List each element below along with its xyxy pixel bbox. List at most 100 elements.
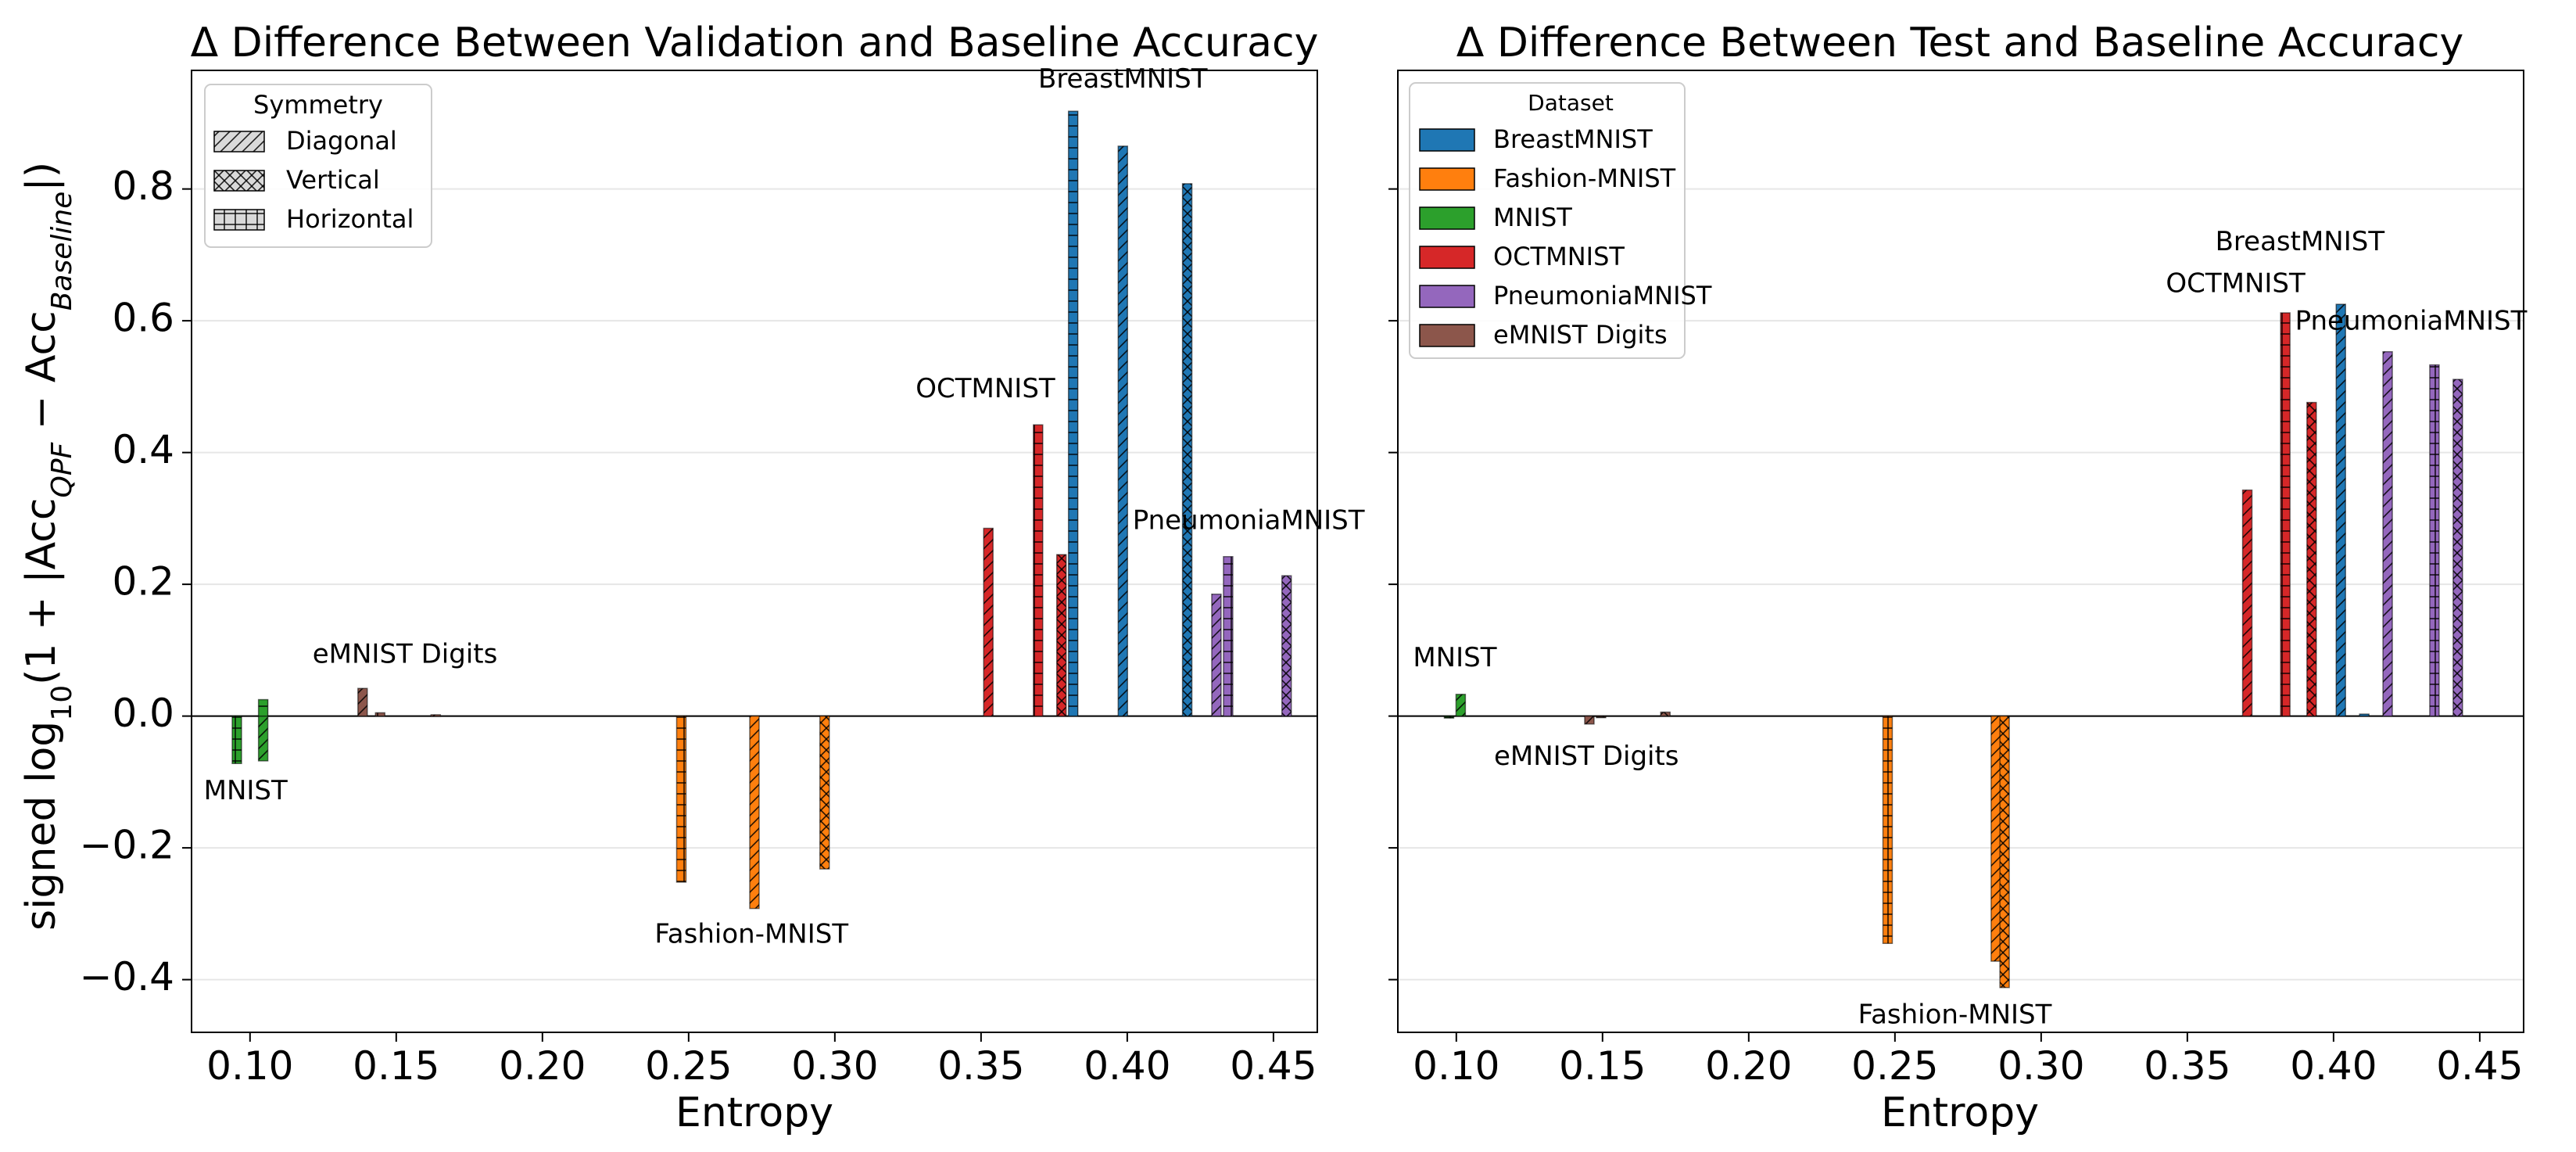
y-axis-label-base: signed log <box>18 721 65 931</box>
symmetry-legend-item-vertical: Vertical <box>213 165 380 195</box>
validation-y-tick-label: −0.2 <box>80 823 174 868</box>
symmetry-legend-item-diagonal: Diagonal <box>213 126 397 156</box>
test-bar-mnist <box>1443 715 1455 719</box>
validation-x-tick-label: 0.25 <box>645 1043 732 1089</box>
validation-x-tick-label: 0.15 <box>353 1043 439 1089</box>
test-bar-octmnist <box>2241 489 2253 717</box>
dataset-legend-item-pneumoniamnist: PneumoniaMNIST <box>1419 281 1712 310</box>
dataset-legend: Dataset BreastMNIST Fashion-MNIST MNIST OCT… <box>1409 82 1712 359</box>
validation-bar-pneumoniamnist <box>1223 555 1234 717</box>
validation-x-tick-label: 0.30 <box>791 1043 878 1089</box>
dataset-legend-item-mnist: MNIST <box>1419 203 1572 232</box>
validation-bar-emnist-digits <box>430 714 442 717</box>
dataset-legend-item-octmnist: OCTMNIST <box>1419 242 1625 271</box>
y-axis-label-rest: (1 + |Acc <box>18 498 65 685</box>
test-bar-octmnist <box>2306 401 2317 717</box>
test-annotation-pneumoniamnist: PneumoniaMNIST <box>2295 305 2528 336</box>
y-axis-label-sub-qpf: QPF <box>46 441 78 497</box>
test-annotation-breastmnist: BreastMNIST <box>2216 226 2385 257</box>
validation-bar-emnist-digits <box>357 687 368 717</box>
validation-bar-mnist <box>257 698 269 717</box>
validation-y-tick-label: 0.4 <box>112 427 174 472</box>
validation-chart-panel: Δ Difference Between Validation and Base… <box>80 20 1365 1136</box>
validation-annotation-pneumoniamnist: PneumoniaMNIST <box>1133 505 1365 537</box>
test-bar-fashion-mnist <box>1990 715 2001 962</box>
validation-bar-fashion-mnist <box>819 715 830 870</box>
dataset-legend-box <box>1409 82 1686 359</box>
validation-bar-pneumoniamnist <box>1211 594 1222 717</box>
test-x-tick-label: 0.10 <box>1413 1043 1499 1089</box>
dataset-legend-title: Dataset <box>1528 90 1614 116</box>
validation-annotation-emnist-digits: eMNIST Digits <box>313 639 498 670</box>
symmetry-legend-title: Symmetry <box>253 90 383 120</box>
test-x-tick-label: 0.35 <box>2144 1043 2230 1089</box>
test-x-axis-label: Entropy <box>1881 1089 2039 1136</box>
test-bar-breastmnist <box>2359 713 2370 717</box>
y-axis-label-end: |) <box>18 162 65 192</box>
validation-bar-octmnist <box>1033 424 1044 717</box>
test-x-tick-label: 0.20 <box>1705 1043 1792 1089</box>
validation-bar-breastmnist <box>1117 145 1129 717</box>
dataset-legend-label: PneumoniaMNIST <box>1493 281 1712 310</box>
test-bar-fashion-mnist <box>1999 715 2010 989</box>
test-bar-fashion-mnist <box>1882 715 1893 945</box>
test-annotation-emnist-digits: eMNIST Digits <box>1494 741 1679 772</box>
dataset-legend-item-fashion-mnist: Fashion-MNIST <box>1419 163 1676 193</box>
validation-y-tick-label: −0.4 <box>80 954 174 999</box>
test-x-tick-label: 0.45 <box>2436 1043 2523 1089</box>
validation-x-tick-label: 0.35 <box>937 1043 1024 1089</box>
test-bar-emnist-digits <box>1584 715 1595 725</box>
validation-y-tick-label: 0.8 <box>112 163 174 209</box>
validation-bar-breastmnist <box>1181 183 1193 717</box>
test-bar-octmnist <box>2280 312 2291 717</box>
validation-x-axis-label: Entropy <box>675 1089 833 1136</box>
test-annotation-octmnist: OCTMNIST <box>2166 267 2306 299</box>
validation-bar-mnist <box>257 715 269 762</box>
test-bar-breastmnist <box>2335 303 2346 717</box>
test-x-tick-label: 0.30 <box>1997 1043 2084 1089</box>
test-chart-title: Δ Difference Between Test and Baseline A… <box>1456 20 2463 66</box>
test-bar-pneumoniamnist <box>2382 350 2393 717</box>
test-bar-pneumoniamnist <box>2452 379 2463 717</box>
dataset-legend-label: BreastMNIST <box>1493 124 1653 154</box>
validation-y-tick-label: 0.0 <box>112 691 174 736</box>
validation-bar-pneumoniamnist <box>1281 575 1292 717</box>
y-axis-label-mid: − Acc <box>18 310 65 442</box>
dataset-legend-label: Fashion-MNIST <box>1493 163 1676 193</box>
symmetry-legend: Symmetry Diagonal Vertical Horizontal <box>204 84 432 248</box>
validation-bar-octmnist <box>1055 554 1067 717</box>
test-bar-mnist <box>1455 694 1467 717</box>
symmetry-legend-item-horizontal: Horizontal <box>213 204 414 234</box>
validation-annotation-mnist: MNIST <box>204 775 288 806</box>
test-bar-emnist-digits <box>1660 711 1671 717</box>
validation-annotation-fashion-mnist: Fashion-MNIST <box>654 919 848 950</box>
validation-x-tick-label: 0.40 <box>1084 1043 1170 1089</box>
dataset-legend-item-emnist-digits: eMNIST Digits <box>1419 320 1668 350</box>
validation-axes-frame <box>191 70 1318 1033</box>
validation-bar-emnist-digits <box>374 712 385 717</box>
y-axis-label-log-sub: 10 <box>46 685 78 721</box>
symmetry-legend-label: Horizontal <box>286 204 414 234</box>
validation-y-tick-label: 0.2 <box>112 559 174 605</box>
validation-x-tick-label: 0.45 <box>1230 1043 1317 1089</box>
validation-chart-title: Δ Difference Between Validation and Base… <box>191 20 1319 66</box>
validation-x-tick-label: 0.10 <box>206 1043 293 1089</box>
test-x-tick-label: 0.15 <box>1559 1043 1646 1089</box>
test-bar-pneumoniamnist <box>2429 364 2440 717</box>
validation-x-tick-label: 0.20 <box>499 1043 586 1089</box>
dataset-legend-item-breastmnist: BreastMNIST <box>1419 124 1653 154</box>
y-axis-label-sub-baseline: Baseline <box>46 192 78 311</box>
validation-bar-breastmnist <box>1067 110 1079 717</box>
test-axes-frame <box>1397 70 2524 1033</box>
test-annotation-fashion-mnist: Fashion-MNIST <box>1858 999 2052 1030</box>
validation-annotation-octmnist: OCTMNIST <box>915 373 1055 404</box>
symmetry-legend-box <box>204 84 432 248</box>
validation-y-tick-label: 0.6 <box>112 296 174 341</box>
test-annotation-mnist: MNIST <box>1413 642 1496 673</box>
y-axis-label: signed log10(1 + |AccQPF − AccBaseline|) <box>18 162 78 931</box>
symmetry-legend-label: Vertical <box>286 165 380 195</box>
validation-bar-fashion-mnist <box>749 715 760 910</box>
dataset-legend-label: MNIST <box>1493 203 1572 232</box>
validation-bar-octmnist <box>983 527 994 717</box>
